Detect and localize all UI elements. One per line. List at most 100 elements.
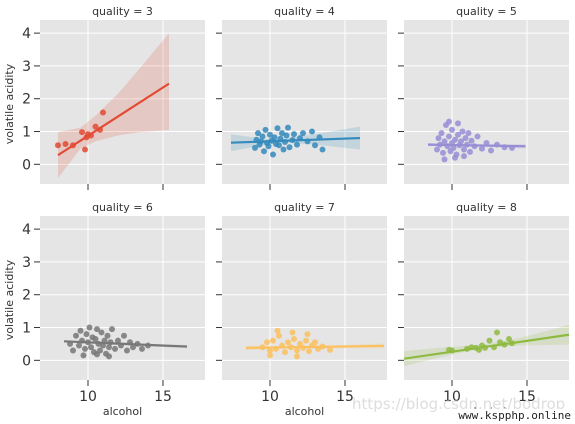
panel-4-y-tick-label: 3 [22, 255, 31, 271]
panel-3-point [440, 149, 446, 156]
panel-3-point [452, 154, 458, 161]
panel-5-background [222, 216, 387, 380]
panel-2-point [261, 148, 267, 155]
panel-5-point [294, 347, 300, 354]
panel-6-regression-line [404, 333, 569, 360]
panel-1-point [79, 129, 85, 136]
panel-2-title: quality = 4 [274, 5, 335, 18]
panel-2-point [262, 126, 269, 133]
y-axis-label-top: volatile acidity [3, 63, 16, 144]
panel-5-point [303, 337, 309, 344]
panel-3-point [488, 147, 494, 154]
panel-1-point [100, 109, 106, 116]
panel-3-point [450, 144, 457, 151]
panel-3-title: quality = 5 [456, 5, 517, 18]
panel-6-point [486, 337, 493, 344]
panel-5-point [264, 339, 270, 346]
panel-4-title: quality = 6 [92, 201, 153, 214]
panel-5-x-tick-label: 15 [336, 389, 354, 405]
panel-5-point [312, 339, 318, 346]
panel-4-point [77, 327, 84, 334]
panel-3-point [441, 138, 448, 145]
panel-5-x-tick-label: 10 [261, 389, 279, 405]
panel-3-point [441, 156, 448, 163]
panel-3-point [461, 153, 467, 160]
panel-3-background [404, 20, 569, 184]
panel-6-x-tick-label: 15 [518, 389, 536, 405]
panel-5-point [270, 337, 276, 344]
panel-3-point [459, 128, 466, 135]
panel-4-point [115, 337, 121, 344]
panel-2-point [274, 125, 281, 132]
panel-6-x-tick-label: 10 [443, 389, 461, 405]
panel-5-point [294, 353, 300, 360]
panel-2-point [271, 134, 278, 141]
panel-3: quality = 5 [398, 5, 569, 190]
panel-3-point [474, 133, 481, 140]
panel-4-point [124, 347, 130, 354]
panel-3-point [468, 137, 475, 144]
panel-4-regression-line [63, 340, 188, 348]
panel-2-point [300, 130, 306, 137]
panel-2-point [309, 128, 315, 135]
panel-2-point [319, 146, 326, 153]
panel-4-point [73, 332, 79, 339]
panel-4-point [121, 332, 127, 339]
panel-3-point [434, 146, 440, 153]
panel-2: quality = 4 [216, 5, 387, 190]
panel-3-point [435, 135, 442, 142]
panel-3-point [465, 130, 472, 137]
panel-3-point [438, 130, 445, 137]
panel-5-point [267, 352, 273, 359]
panel-1-y-tick-label: 0 [22, 157, 31, 173]
panel-6-point [506, 336, 512, 342]
panel-1-confidence-band [58, 33, 169, 179]
panel-5-point [267, 347, 273, 354]
panel-4-point [94, 326, 100, 333]
panel-1-y-tick-label: 4 [22, 26, 31, 42]
panel-2-point [312, 142, 318, 149]
panel-4-x-axis-label: alcohol [103, 405, 142, 418]
panel-3-point [446, 118, 452, 125]
panel-1-point [55, 142, 61, 149]
y-axis-label-bottom: volatile acidity [3, 259, 16, 340]
panel-4-point [130, 344, 136, 351]
panel-4-y-tick-label: 4 [22, 222, 31, 238]
panel-1-point [92, 123, 99, 130]
panel-4-y-tick-label: 0 [22, 353, 31, 369]
panel-2-point [265, 143, 272, 150]
panel-3-point [452, 136, 458, 143]
panel-5-x-axis-label: alcohol [285, 405, 324, 418]
panel-3-point [458, 138, 464, 145]
panel-2-background [222, 20, 387, 184]
panel-3-regression-line [427, 143, 526, 148]
panel-4-point [112, 345, 118, 352]
panel-1-title: quality = 3 [92, 5, 153, 18]
panel-2-point [280, 146, 287, 153]
panel-3-point [467, 148, 473, 155]
panel-4-point [86, 324, 93, 331]
panel-5-title: quality = 7 [274, 201, 335, 214]
panel-4-y-tick-label: 1 [22, 321, 31, 337]
panel-5-regression-line [245, 344, 385, 349]
panel-5-point [276, 332, 282, 339]
panel-1-point [82, 146, 88, 153]
panel-1-regression-line [57, 82, 170, 157]
panel-4-point [92, 336, 99, 342]
panel-4-point [109, 326, 115, 333]
panel-2-point [283, 132, 290, 139]
panel-2-point [279, 130, 285, 137]
panel-4-point [76, 342, 82, 349]
panel-3-point [455, 120, 461, 127]
panel-4-point [104, 332, 111, 339]
panel-3-point [461, 146, 467, 153]
panel-2-point [276, 142, 282, 149]
panel-2-point [267, 131, 273, 138]
panel-2-regression-line [230, 136, 361, 144]
panel-4-x-tick-label: 10 [79, 389, 97, 405]
panel-1-point [62, 140, 69, 147]
panel-1-y-tick-label: 2 [22, 92, 31, 108]
panel-6: quality = 81015alcohol [398, 201, 569, 418]
panel-4-point [80, 352, 87, 359]
